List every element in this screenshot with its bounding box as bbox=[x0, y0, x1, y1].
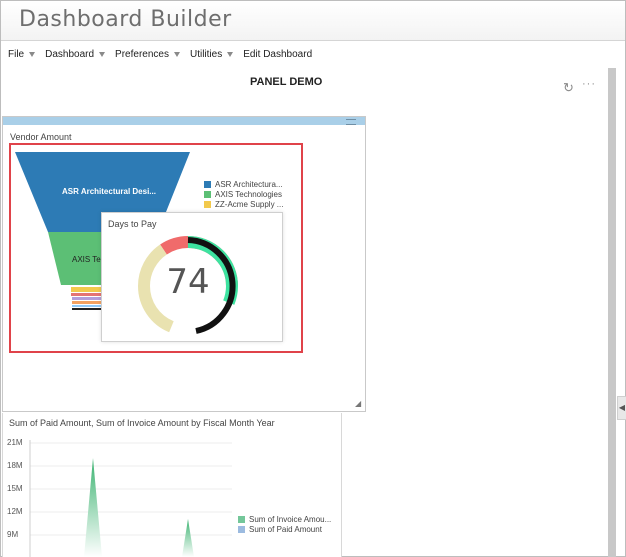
scrollbar-thumb[interactable] bbox=[608, 68, 616, 557]
funnel-segment-small[interactable] bbox=[71, 287, 105, 292]
y-tick-label: 15M bbox=[7, 484, 23, 493]
legend-label: Sum of Invoice Amou... bbox=[249, 514, 332, 524]
legend-label: AXIS Technologies bbox=[215, 189, 283, 199]
funnel-segment-small[interactable] bbox=[72, 301, 104, 304]
menu-label: Dashboard bbox=[45, 48, 95, 60]
legend-swatch bbox=[238, 515, 245, 523]
legend-item[interactable]: ASR Architectura... bbox=[204, 179, 283, 189]
funnel-segment-small[interactable] bbox=[72, 297, 104, 300]
caret-down-icon bbox=[227, 51, 234, 57]
vendor-chart-title: Vendor Amount bbox=[10, 132, 72, 142]
days-to-pay-title: Days to Pay bbox=[108, 219, 157, 229]
app-header: Dashboard Builder bbox=[1, 1, 625, 41]
side-panel-toggle[interactable]: ◀ bbox=[617, 396, 626, 420]
resize-handle-icon[interactable]: ◢ bbox=[355, 399, 362, 408]
highlight-box bbox=[9, 143, 303, 353]
panel-title: PANEL DEMO bbox=[250, 76, 323, 88]
y-tick-label: 18M bbox=[7, 461, 23, 470]
area-spike bbox=[182, 519, 194, 557]
more-icon[interactable]: ··· bbox=[582, 78, 596, 90]
panel-drag-bar[interactable] bbox=[3, 117, 365, 125]
sum-amount-panel: Sum of Paid Amount, Sum of Invoice Amoun… bbox=[2, 413, 342, 557]
legend-item[interactable]: Sum of Invoice Amou... bbox=[238, 514, 331, 524]
legend-item[interactable]: ZZ-Acme Supply ... bbox=[204, 199, 283, 209]
legend-swatch bbox=[204, 200, 211, 208]
caret-down-icon bbox=[99, 51, 106, 57]
menu-utilities[interactable]: Utilities bbox=[189, 46, 234, 62]
vendor-legend: ASR Architectura... AXIS Technologies ZZ… bbox=[204, 179, 283, 209]
y-tick-label: 9M bbox=[7, 530, 19, 539]
sum-legend: Sum of Invoice Amou... Sum of Paid Amoun… bbox=[238, 514, 331, 534]
legend-swatch bbox=[204, 180, 211, 188]
menu-file[interactable]: File bbox=[8, 46, 36, 62]
funnel-segment-small[interactable] bbox=[72, 308, 104, 310]
legend-swatch bbox=[204, 190, 211, 198]
menu-label: Preferences bbox=[115, 48, 169, 60]
menu-label: Utilities bbox=[189, 48, 223, 60]
legend-label: Sum of Paid Amount bbox=[249, 524, 322, 534]
menu-preferences[interactable]: Preferences bbox=[115, 46, 180, 62]
caret-down-icon bbox=[173, 51, 180, 57]
caret-down-icon bbox=[29, 51, 36, 57]
funnel-label-asr: ASR Architectural Desi... bbox=[62, 187, 156, 196]
menu-dashboard[interactable]: Dashboard bbox=[45, 46, 106, 62]
refresh-icon[interactable]: ↻ bbox=[563, 80, 574, 95]
area-spike bbox=[84, 458, 102, 557]
menu-label: Edit Dashboard bbox=[243, 48, 313, 60]
gauge-band bbox=[138, 236, 238, 336]
grip-icon[interactable] bbox=[346, 119, 356, 125]
vertical-scrollbar[interactable] bbox=[608, 68, 616, 557]
gauge-value: 74 bbox=[166, 262, 210, 302]
gauge-pointer-arc bbox=[187, 237, 236, 334]
menu-bar: File Dashboard Preferences Utilities Edi… bbox=[8, 46, 322, 62]
menu-edit-dashboard[interactable]: Edit Dashboard bbox=[243, 46, 312, 62]
funnel-label-axis: AXIS Tec bbox=[72, 255, 105, 264]
legend-label: ASR Architectura... bbox=[215, 179, 283, 189]
menu-label: File bbox=[8, 48, 25, 60]
app-title: Dashboard Builder bbox=[19, 7, 232, 32]
legend-label: ZZ-Acme Supply ... bbox=[215, 199, 284, 209]
days-to-pay-panel: Days to Pay bbox=[101, 212, 283, 342]
legend-item[interactable]: Sum of Paid Amount bbox=[238, 524, 331, 534]
funnel-segment-small[interactable] bbox=[72, 305, 104, 307]
y-tick-label: 12M bbox=[7, 507, 23, 516]
funnel-segment-small[interactable] bbox=[71, 293, 105, 296]
sum-chart-title: Sum of Paid Amount, Sum of Invoice Amoun… bbox=[9, 418, 275, 428]
y-tick-label: 21M bbox=[7, 438, 23, 447]
legend-swatch bbox=[238, 525, 245, 533]
legend-item[interactable]: AXIS Technologies bbox=[204, 189, 283, 199]
